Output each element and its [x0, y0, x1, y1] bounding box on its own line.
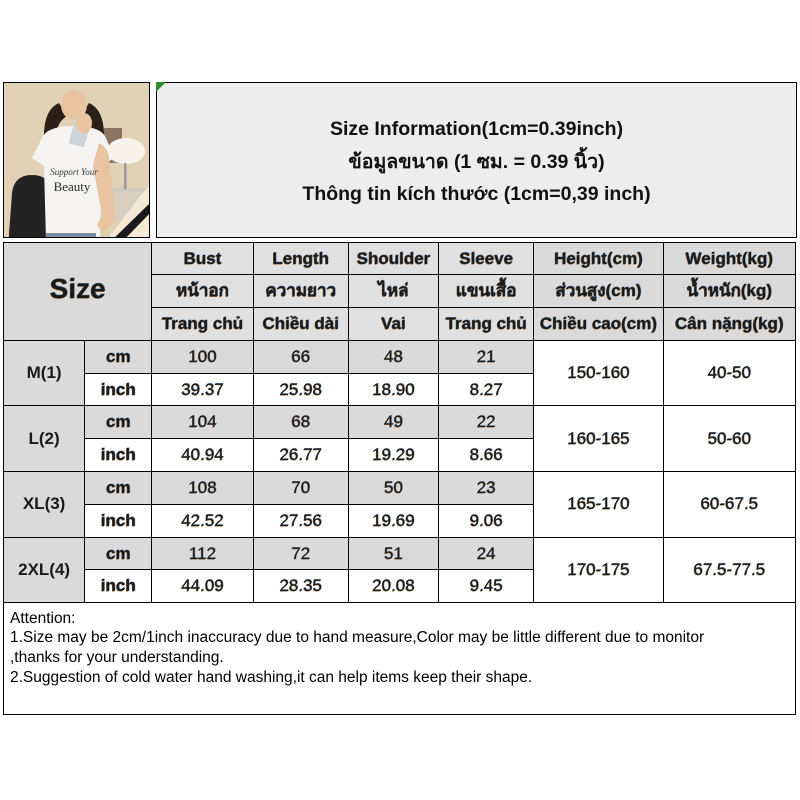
svg-text:Beauty: Beauty: [54, 179, 91, 194]
svg-text:Support Your: Support Your: [50, 167, 98, 177]
